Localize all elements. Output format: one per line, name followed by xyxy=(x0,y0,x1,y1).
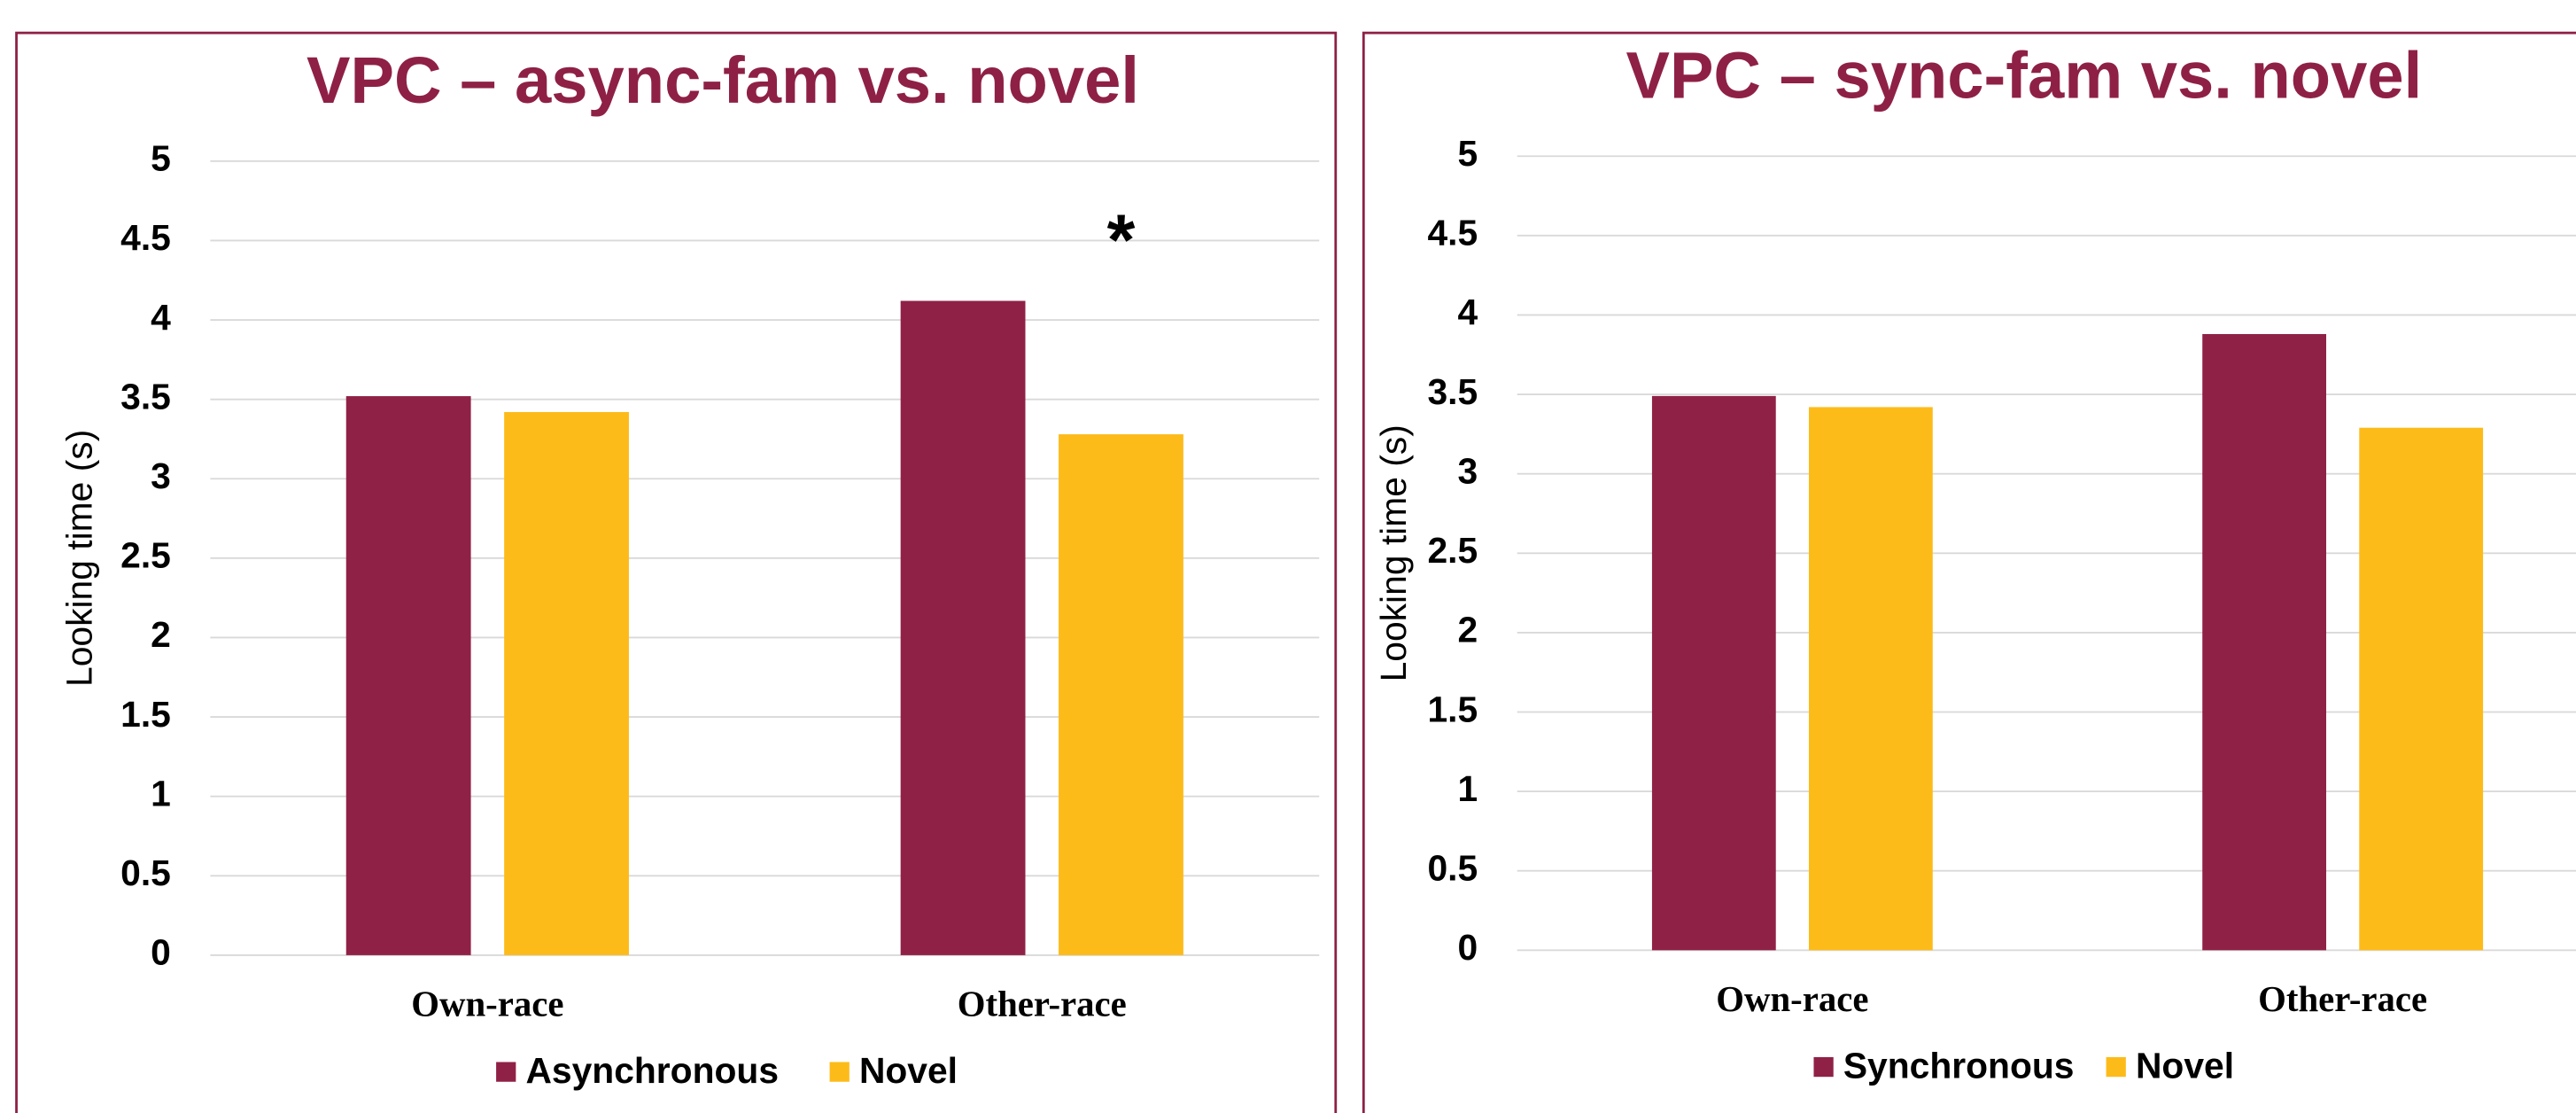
bar xyxy=(345,396,471,955)
bar xyxy=(504,411,629,955)
panel-border xyxy=(1362,31,2576,1113)
y-axis-label: Looking time (s) xyxy=(59,430,100,687)
chart-title: VPC – sync-fam vs. novel xyxy=(1626,38,2422,112)
y-tick-label: 4.5 xyxy=(120,217,171,258)
bar xyxy=(1651,395,1776,951)
y-tick-label: 0.5 xyxy=(120,852,171,893)
panel-border xyxy=(15,31,1338,1113)
y-tick-label: 1.5 xyxy=(1427,689,1478,729)
y-tick-label: 0.5 xyxy=(1427,847,1478,888)
y-tick-label: 4 xyxy=(151,297,171,338)
y-tick-label: 2.5 xyxy=(1427,530,1478,571)
y-tick-label: 3.5 xyxy=(1427,371,1478,412)
y-axis-label: Looking time (s) xyxy=(1373,424,1414,681)
y-tick-label: 4 xyxy=(1458,292,1478,332)
y-tick-label: 5 xyxy=(151,138,171,179)
y-tick-label: 2 xyxy=(151,614,171,655)
chart-title: VPC – async-fam vs. novel xyxy=(306,43,1139,117)
bar xyxy=(2359,427,2484,951)
legend-label: Novel xyxy=(859,1050,958,1091)
bar xyxy=(1808,407,1933,951)
y-tick-label: 3 xyxy=(151,455,171,496)
y-tick-label: 0 xyxy=(1458,927,1478,968)
legend-swatch xyxy=(2106,1056,2126,1078)
y-tick-label: 1.5 xyxy=(120,694,171,735)
x-tick-label: Own-race xyxy=(1716,979,1868,1019)
bar xyxy=(2202,333,2327,951)
y-tick-label: 2 xyxy=(1458,610,1478,650)
y-tick-label: 3.5 xyxy=(120,376,171,416)
y-tick-label: 1 xyxy=(1458,768,1478,809)
y-tick-label: 4.5 xyxy=(1427,213,1478,253)
x-tick-label: Other-race xyxy=(958,985,1127,1024)
y-tick-label: 3 xyxy=(1458,450,1478,491)
y-tick-label: 1 xyxy=(151,773,171,813)
legend-label: Asynchronous xyxy=(525,1050,779,1091)
bar xyxy=(900,300,1026,955)
legend-label: Novel xyxy=(2136,1046,2234,1086)
x-tick-label: Own-race xyxy=(411,985,563,1024)
y-tick-label: 5 xyxy=(1458,133,1478,174)
bar xyxy=(1059,434,1183,955)
legend-swatch xyxy=(496,1062,516,1082)
y-tick-label: 2.5 xyxy=(120,535,171,576)
y-tick-label: 0 xyxy=(151,932,171,973)
significance-marker: * xyxy=(1107,200,1136,281)
x-tick-label: Other-race xyxy=(2258,979,2427,1019)
legend-label: Synchronous xyxy=(1843,1046,2075,1086)
legend-swatch xyxy=(829,1062,850,1082)
legend-swatch xyxy=(1813,1056,1834,1078)
